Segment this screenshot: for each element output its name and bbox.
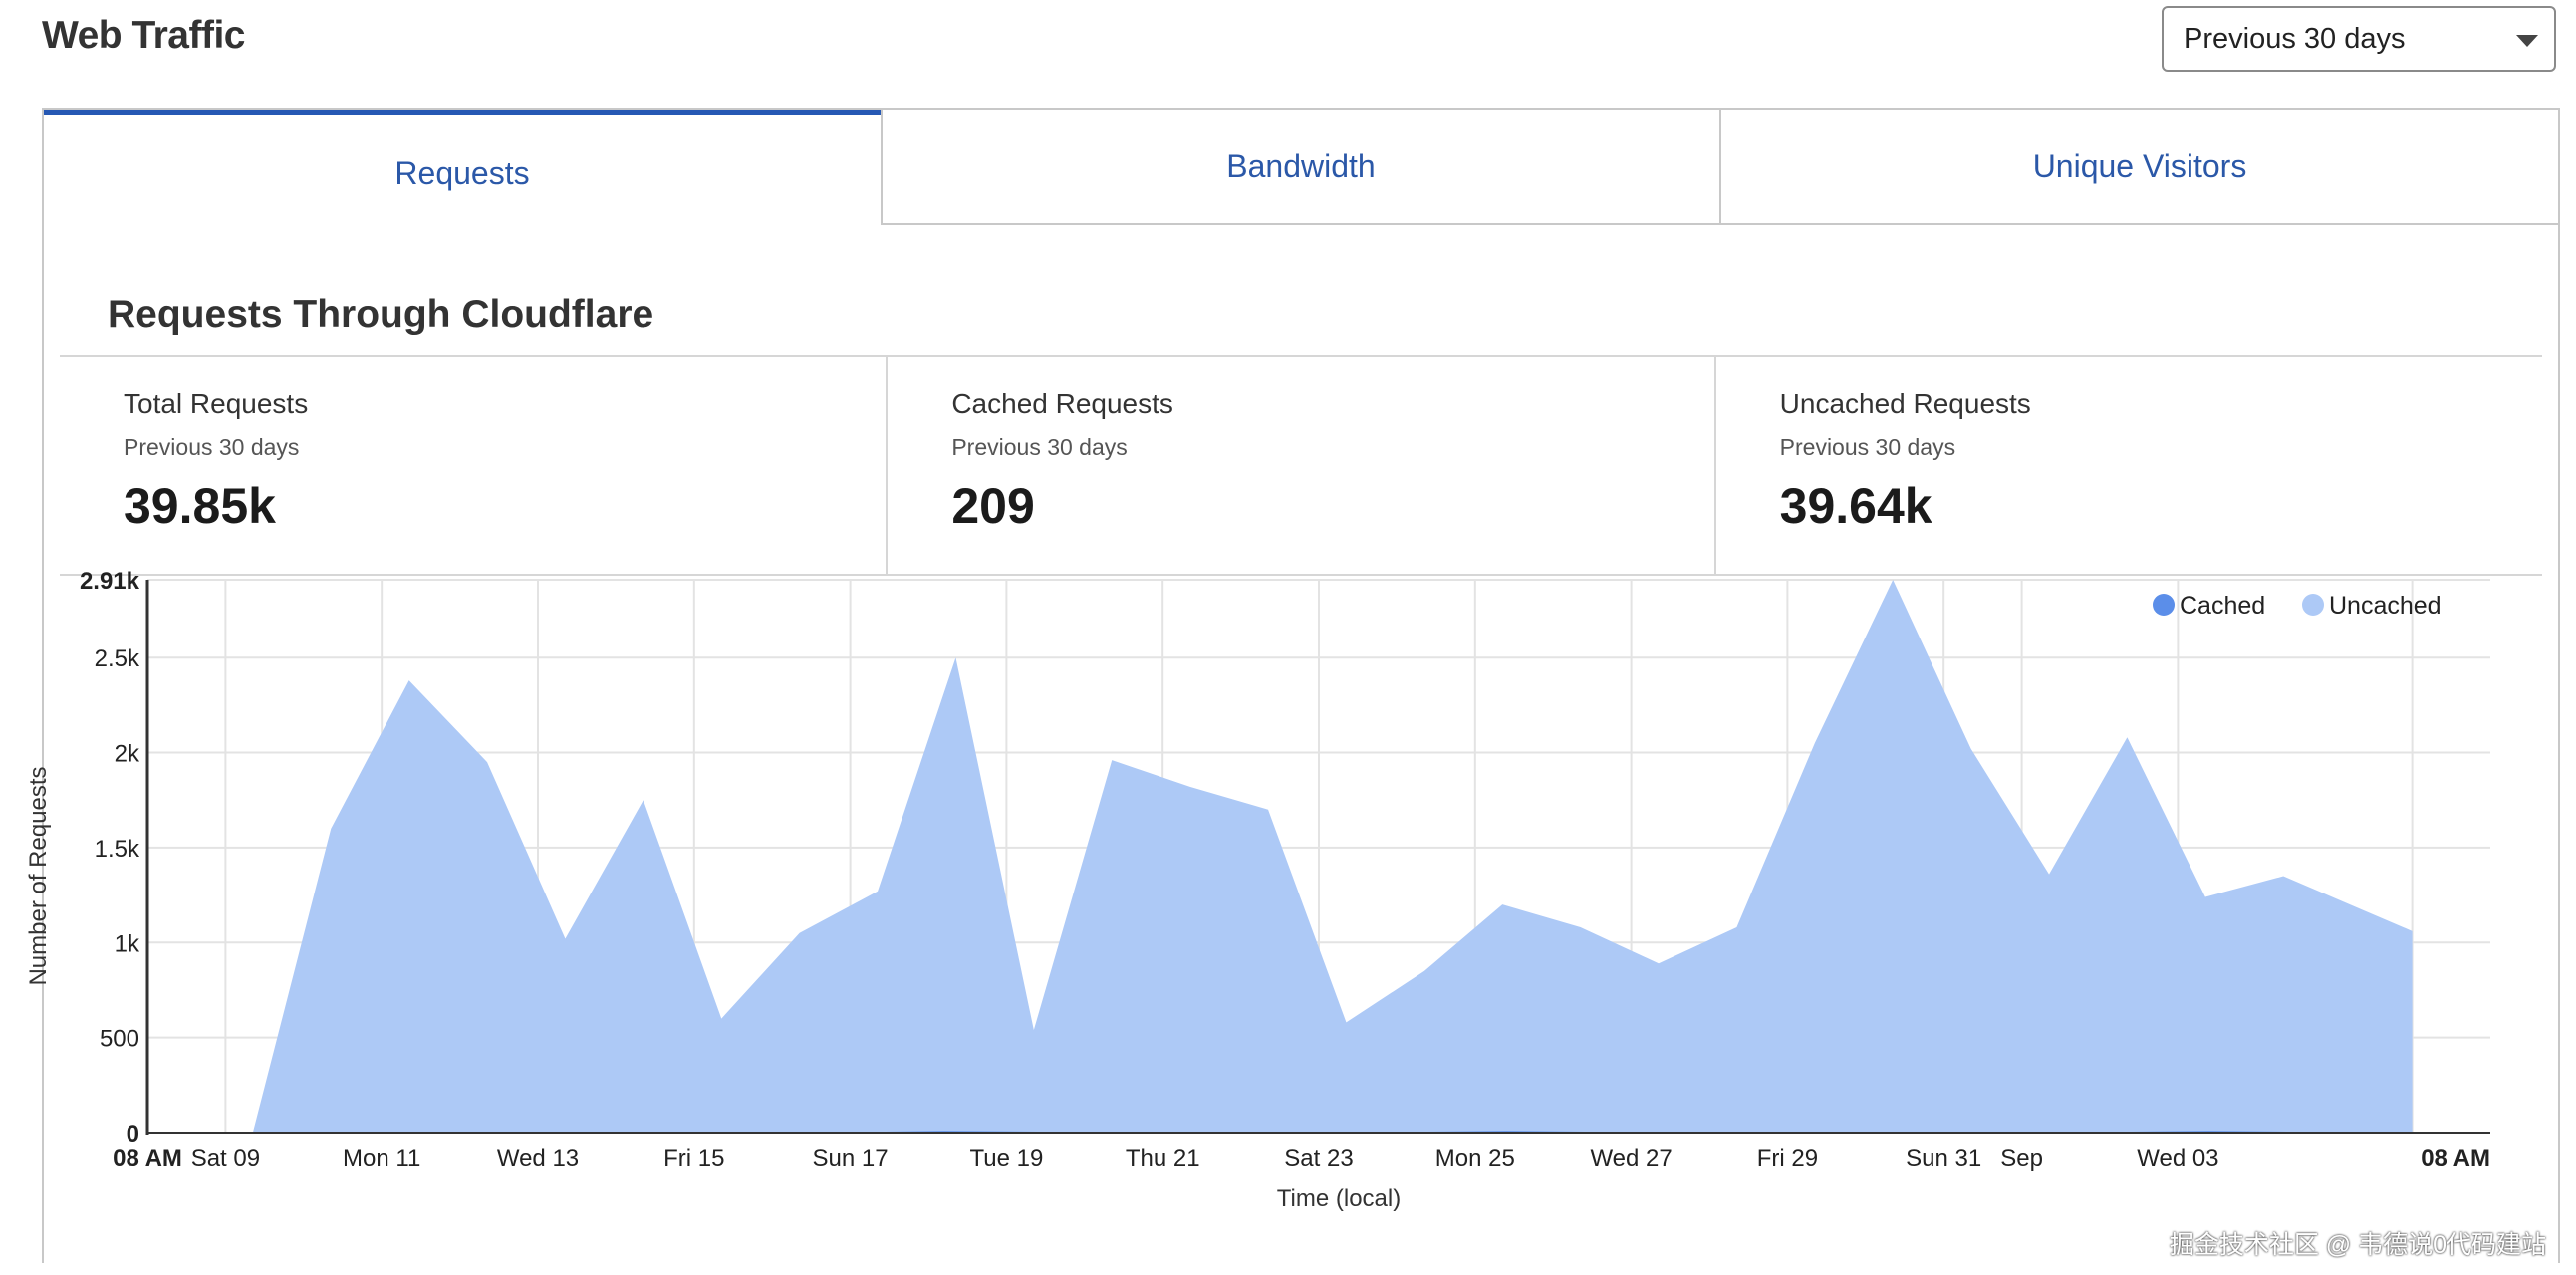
stat-period: Previous 30 days [1779,434,1956,460]
traffic-panel: Requests Bandwidth Unique Visitors Reque… [42,108,2560,1263]
tab-label: Bandwidth [1226,147,1376,184]
tab-label: Unique Visitors [2032,147,2247,184]
area-uncached [147,580,2413,1133]
x-tick-label: Sep [2000,1146,2043,1172]
x-tick-label: Sun 17 [813,1146,889,1172]
stat-uncached-requests: Uncached Requests Previous 30 days 39.64… [1713,357,2542,574]
y-tick-label: 2.91k [80,568,140,595]
y-tick-label: 0 [127,1121,139,1148]
stat-total-requests: Total Requests Previous 30 days 39.85k [60,357,886,574]
y-axis-title: Number of Requests [25,766,52,985]
stat-label: Cached Requests [951,388,1173,419]
y-tick-label: 2.5k [95,645,140,672]
x-tick-label: Wed 03 [2137,1146,2218,1172]
x-tick-label: Sun 31 [1906,1146,1981,1172]
date-range-select[interactable]: Previous 30 days [2162,6,2556,72]
x-tick-label: Fri 29 [1757,1146,1818,1172]
legend-label-uncached: Uncached [2329,592,2442,620]
stat-cached-requests: Cached Requests Previous 30 days 209 [886,357,1713,574]
x-tick-label: Fri 15 [663,1146,724,1172]
x-tick-label: Mon 25 [1435,1146,1515,1172]
x-tick-label: 08 AM [113,1146,182,1172]
section-title: Requests Through Cloudflare [108,293,654,336]
page-title: Web Traffic [42,14,246,57]
legend-label-cached: Cached [2180,592,2265,620]
stat-label: Total Requests [124,388,309,419]
watermark: 掘金技术社区 @ 韦德说0代码建站 [2169,1231,2546,1259]
x-tick-label: Thu 21 [1126,1146,1200,1172]
stat-value: 209 [951,478,1035,534]
x-tick-label: Sat 09 [191,1146,260,1172]
tab-requests[interactable]: Requests [44,110,881,225]
x-tick-label: 08 AM [2421,1146,2490,1172]
x-tick-label: Wed 27 [1590,1146,1672,1172]
x-tick-label: Sat 23 [1284,1146,1353,1172]
stats-row: Total Requests Previous 30 days 39.85k C… [60,355,2542,576]
tab-label: Requests [394,155,530,191]
stat-label: Uncached Requests [1779,388,2031,419]
date-range-select-value: Previous 30 days [2184,22,2406,55]
tab-bandwidth[interactable]: Bandwidth [881,110,1719,225]
x-axis-title: Time (local) [1277,1185,1401,1212]
x-tick-label: Tue 19 [969,1146,1043,1172]
y-tick-label: 1.5k [95,836,140,863]
y-tick-label: 1k [115,930,140,957]
stat-value: 39.64k [1779,478,1932,534]
x-tick-label: Wed 13 [497,1146,579,1172]
legend-swatch-uncached [2302,594,2324,616]
stat-period: Previous 30 days [124,434,300,460]
tab-unique-visitors[interactable]: Unique Visitors [1719,110,2558,225]
y-tick-label: 2k [115,741,140,768]
y-tick-label: 500 [100,1026,139,1053]
chevron-down-icon [2516,35,2538,47]
stat-period: Previous 30 days [951,434,1128,460]
x-tick-label: Mon 11 [343,1146,420,1172]
legend-swatch-cached [2153,594,2175,616]
tab-bar: Requests Bandwidth Unique Visitors [44,110,2558,225]
stat-value: 39.85k [124,478,276,534]
